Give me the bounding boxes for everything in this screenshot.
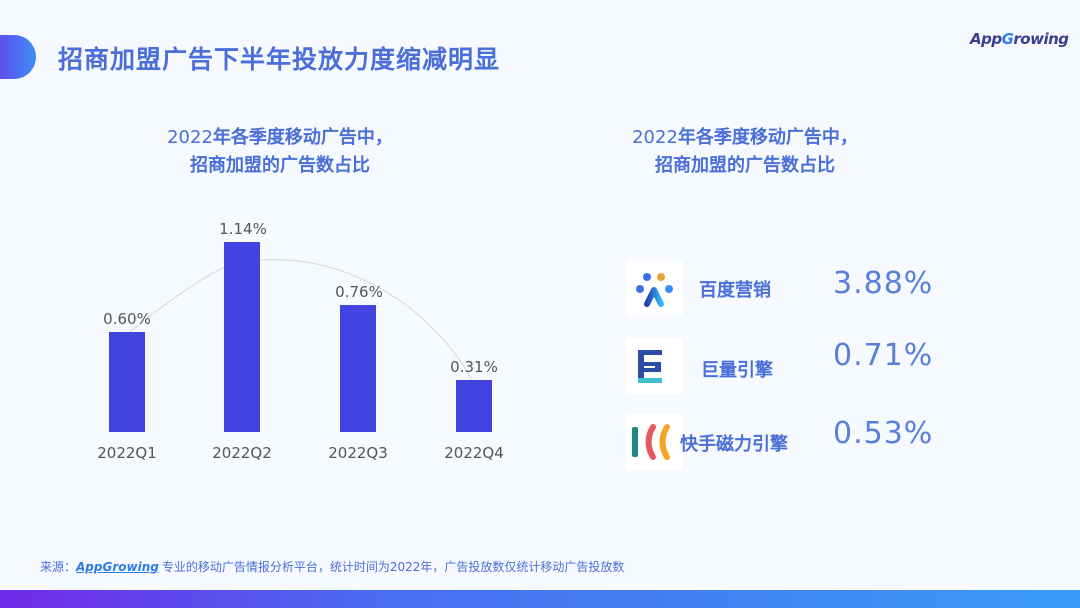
platform-value: 3.88% — [833, 266, 934, 301]
bottom-gradient-bar — [0, 590, 1080, 608]
platform-name: 巨量引擎 — [701, 360, 773, 381]
kuaishou-magnetic-engine-icon — [625, 414, 683, 470]
appgrowing-logo: AppGrowing — [970, 30, 1069, 48]
baidu-marketing-icon — [625, 260, 683, 316]
page-title: 招商加盟广告下半年投放力度缩减明显 — [58, 45, 501, 74]
subtitle-year: 2022 — [632, 127, 678, 148]
subtitle-line1: 年各季度移动广告中， — [677, 127, 858, 148]
platform-subtitle: 2022年各季度移动广告中， 招商加盟的广告数占比 — [575, 124, 915, 180]
logo-text-g: G — [1001, 30, 1014, 48]
title-accent-pill — [0, 35, 36, 79]
platform-row-kuaishou: 快手磁力引擎 0.53% — [625, 414, 945, 470]
platform-row-baidu: 百度营销 3.88% — [625, 260, 945, 316]
platform-name: 百度营销 — [699, 280, 771, 301]
bar-2022q3 — [340, 305, 376, 432]
logo-text-rowing: rowing — [1013, 30, 1069, 48]
subtitle-line2: 招商加盟的广告数占比 — [190, 155, 370, 176]
platform-row-ocean-engine: 巨量引擎 0.71% — [625, 338, 945, 394]
subtitle-line2: 招商加盟的广告数占比 — [655, 155, 835, 176]
bar-2022q2 — [224, 242, 260, 432]
quarterly-bar-chart: 0.60% 1.14% 0.76% 0.31% 2022Q1 2022Q2 20… — [80, 200, 530, 480]
bar-value-label: 1.14% — [219, 220, 267, 238]
bar-value-label: 0.60% — [103, 310, 151, 328]
subtitle-year: 2022 — [167, 127, 213, 148]
platform-value: 0.71% — [833, 338, 934, 373]
bar-2022q1 — [109, 332, 145, 432]
platform-value: 0.53% — [833, 416, 934, 451]
bar-value-label: 0.31% — [450, 358, 498, 376]
subtitle-line1: 年各季度移动广告中， — [212, 127, 393, 148]
bar-value-label: 0.76% — [335, 283, 383, 301]
source-brand-link[interactable]: AppGrowing — [76, 560, 159, 574]
x-axis-label: 2022Q4 — [444, 444, 504, 462]
source-prefix: 来源： — [40, 560, 77, 574]
logo-text-app: App — [970, 30, 1002, 48]
platform-name: 快手磁力引擎 — [680, 434, 788, 455]
chart-subtitle: 2022年各季度移动广告中， 招商加盟的广告数占比 — [100, 124, 460, 180]
ocean-engine-icon — [625, 338, 683, 394]
x-axis-label: 2022Q1 — [97, 444, 157, 462]
x-axis-label: 2022Q3 — [328, 444, 388, 462]
trend-line — [124, 258, 473, 381]
source-note: 来源：AppGrowing 专业的移动广告情报分析平台，统计时间为2022年，广告… — [40, 558, 624, 575]
x-axis-label: 2022Q2 — [212, 444, 272, 462]
bar-2022q4 — [456, 380, 492, 432]
source-text: 专业的移动广告情报分析平台，统计时间为2022年，广告投放数仅统计移动广告投放数 — [161, 560, 625, 574]
